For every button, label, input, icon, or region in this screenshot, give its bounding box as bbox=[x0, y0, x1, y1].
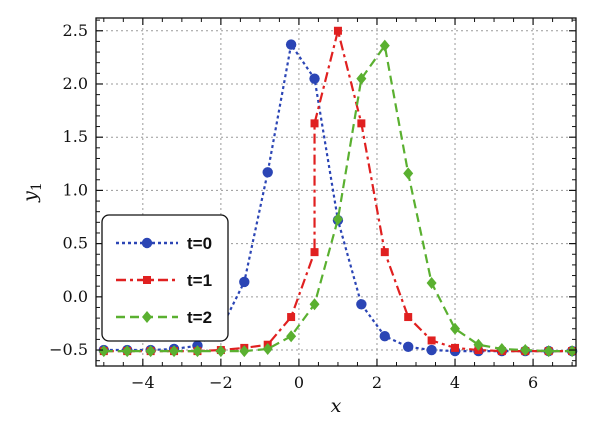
tick-labels: −4 −2 0 2 4 6 −0.5 0.0 0.5 1.0 1.5 2.0 2.5 bbox=[49, 21, 538, 392]
y-tick-label: 2.5 bbox=[63, 21, 88, 40]
legend-label: t=1 bbox=[187, 271, 212, 290]
data-point bbox=[427, 336, 436, 345]
data-point bbox=[356, 72, 367, 85]
data-point bbox=[520, 344, 531, 357]
svg-text:y1: y1 bbox=[19, 182, 45, 203]
x-tick-label: 0 bbox=[294, 373, 304, 392]
axis-ticks bbox=[96, 18, 576, 366]
series-layer bbox=[98, 26, 578, 358]
x-tick-label: −2 bbox=[209, 373, 233, 392]
y-tick-label: −0.5 bbox=[49, 340, 88, 359]
data-point bbox=[309, 298, 320, 311]
legend-label: t=2 bbox=[187, 308, 212, 327]
x-axis-label: x bbox=[331, 395, 342, 417]
data-point bbox=[451, 343, 460, 352]
data-point bbox=[215, 345, 226, 358]
plot-frame bbox=[95, 17, 577, 367]
data-point bbox=[543, 345, 554, 358]
data-point bbox=[239, 276, 250, 288]
data-point bbox=[262, 342, 273, 355]
data-point bbox=[332, 213, 343, 226]
data-point bbox=[403, 167, 414, 180]
data-point bbox=[379, 39, 390, 52]
data-point bbox=[310, 119, 319, 128]
data-point bbox=[287, 313, 296, 322]
data-point bbox=[286, 330, 297, 343]
y-tick-label: 2.0 bbox=[63, 74, 88, 93]
x-tick-label: 6 bbox=[528, 373, 538, 392]
data-point bbox=[404, 313, 413, 322]
data-point bbox=[402, 341, 414, 353]
data-point bbox=[310, 248, 319, 257]
data-point bbox=[98, 345, 109, 358]
data-point bbox=[567, 345, 578, 358]
y-axis-label-subscript: 1 bbox=[29, 182, 45, 191]
data-point bbox=[379, 331, 390, 342]
series-line bbox=[103, 42, 573, 353]
data-point bbox=[309, 73, 320, 84]
data-point bbox=[262, 167, 273, 178]
data-point bbox=[285, 39, 297, 50]
legend-marker bbox=[141, 237, 153, 249]
data-point bbox=[169, 345, 180, 358]
data-point bbox=[356, 299, 367, 310]
data-point bbox=[380, 248, 389, 257]
data-point bbox=[473, 338, 484, 351]
x-tick-label: 2 bbox=[372, 373, 382, 392]
data-point bbox=[145, 345, 156, 358]
legend-marker bbox=[143, 276, 151, 284]
y-axis-label: y1 bbox=[19, 182, 45, 203]
data-point bbox=[357, 119, 366, 128]
y-tick-label: 1.5 bbox=[63, 127, 88, 146]
data-point bbox=[239, 345, 250, 358]
data-point bbox=[192, 345, 203, 358]
series-t=2 bbox=[98, 39, 578, 358]
legend: t=0 t=1 t=2 bbox=[101, 214, 229, 342]
data-point bbox=[426, 344, 437, 356]
y-tick-label: 0.5 bbox=[63, 234, 88, 253]
legend-box bbox=[101, 214, 229, 342]
legend-marker bbox=[142, 311, 152, 323]
y-axis-label-main: y bbox=[19, 191, 41, 203]
data-point bbox=[496, 342, 507, 355]
legend-label: t=0 bbox=[187, 234, 212, 253]
series-line bbox=[103, 30, 573, 353]
data-point bbox=[426, 276, 437, 289]
data-point bbox=[450, 322, 461, 335]
y-tick-label: 0.0 bbox=[63, 287, 88, 306]
data-point bbox=[122, 345, 133, 358]
x-tick-label: 4 bbox=[450, 373, 460, 392]
y-tick-label: 1.0 bbox=[63, 180, 88, 199]
data-point bbox=[333, 26, 342, 35]
x-tick-label: −4 bbox=[131, 373, 155, 392]
